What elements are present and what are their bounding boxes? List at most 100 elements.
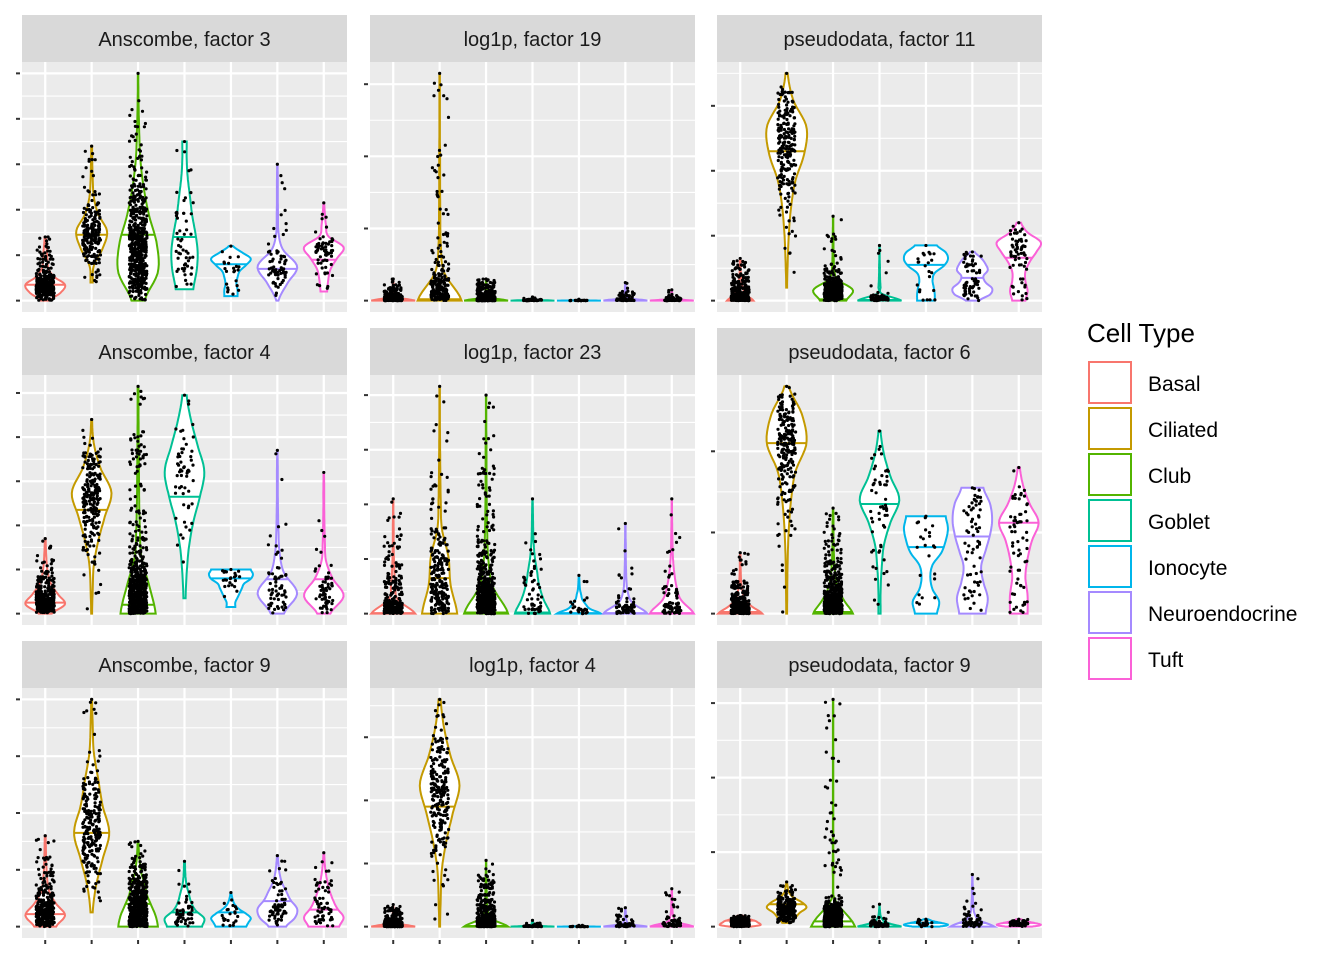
data-point <box>88 443 92 447</box>
data-point <box>97 192 101 196</box>
data-point <box>133 168 137 172</box>
data-point <box>175 190 179 194</box>
data-point <box>185 264 190 268</box>
data-point <box>273 282 277 286</box>
data-point <box>127 139 132 143</box>
data-point <box>91 512 96 516</box>
data-point <box>129 587 133 592</box>
data-point <box>183 266 187 271</box>
data-point <box>97 509 101 514</box>
data-point <box>84 494 88 498</box>
data-point <box>921 298 925 302</box>
data-point <box>94 193 98 197</box>
data-point <box>831 214 835 218</box>
data-point <box>130 277 134 281</box>
data-point <box>266 242 271 246</box>
data-point <box>136 439 140 443</box>
data-point <box>145 234 149 238</box>
data-point <box>144 178 148 182</box>
data-point <box>42 592 46 596</box>
data-point <box>134 218 138 222</box>
data-point <box>631 292 635 296</box>
data-point <box>128 237 132 241</box>
data-point <box>430 267 434 272</box>
data-point <box>777 129 781 133</box>
data-point <box>99 582 103 587</box>
data-point <box>40 561 45 565</box>
data-point <box>40 290 44 294</box>
data-point <box>91 206 95 210</box>
data-point <box>324 225 329 229</box>
data-point <box>130 184 134 188</box>
data-point <box>917 260 921 264</box>
data-point <box>442 280 446 284</box>
data-point <box>970 286 974 290</box>
data-point <box>276 285 280 289</box>
data-point <box>392 286 396 290</box>
data-point <box>235 284 239 288</box>
data-point <box>779 162 784 166</box>
data-point <box>48 257 52 261</box>
data-point <box>94 270 98 274</box>
data-point <box>92 501 96 505</box>
data-point <box>182 198 186 203</box>
data-point <box>785 146 789 151</box>
data-point <box>45 245 49 249</box>
data-point <box>49 298 53 302</box>
data-point <box>136 536 140 540</box>
data-point <box>81 466 85 470</box>
data-point <box>326 252 330 256</box>
data-point <box>138 235 142 239</box>
data-point <box>130 237 134 241</box>
data-point <box>1009 253 1013 257</box>
data-point <box>778 183 783 188</box>
data-point <box>825 278 829 283</box>
data-point <box>490 297 494 302</box>
data-point <box>229 244 233 248</box>
data-point <box>82 185 87 189</box>
data-point <box>1022 264 1026 268</box>
data-point <box>128 285 132 289</box>
data-point <box>41 298 45 302</box>
data-point <box>226 286 230 290</box>
data-point <box>132 263 136 267</box>
data-point <box>90 230 94 234</box>
data-point <box>432 272 436 276</box>
facet-panel: pseudodata, factor 11 <box>711 15 1042 312</box>
data-point <box>446 115 451 119</box>
data-point <box>840 282 844 286</box>
data-point <box>133 233 137 237</box>
data-point <box>778 180 782 184</box>
data-point <box>128 497 132 501</box>
data-point <box>47 273 52 277</box>
data-point <box>93 158 97 162</box>
data-point <box>37 584 41 588</box>
data-point <box>129 270 133 274</box>
data-point <box>316 244 320 248</box>
data-point <box>84 251 88 255</box>
data-point <box>441 212 445 216</box>
data-point <box>96 501 100 505</box>
data-point <box>395 287 399 291</box>
data-point <box>130 451 134 456</box>
data-point <box>927 275 932 279</box>
data-point <box>142 237 146 242</box>
data-point <box>787 91 792 95</box>
data-point <box>98 238 102 242</box>
data-point <box>48 546 52 550</box>
data-point <box>793 130 797 134</box>
data-point <box>389 286 393 290</box>
data-point <box>83 217 87 221</box>
data-point <box>87 254 91 258</box>
data-point <box>141 590 145 594</box>
data-point <box>96 220 100 224</box>
data-point <box>83 483 87 487</box>
data-point <box>131 252 135 256</box>
data-point <box>137 278 141 282</box>
data-point <box>82 435 86 439</box>
data-point <box>182 211 186 215</box>
data-point <box>92 515 96 519</box>
data-point <box>429 282 433 286</box>
data-point <box>487 291 491 295</box>
